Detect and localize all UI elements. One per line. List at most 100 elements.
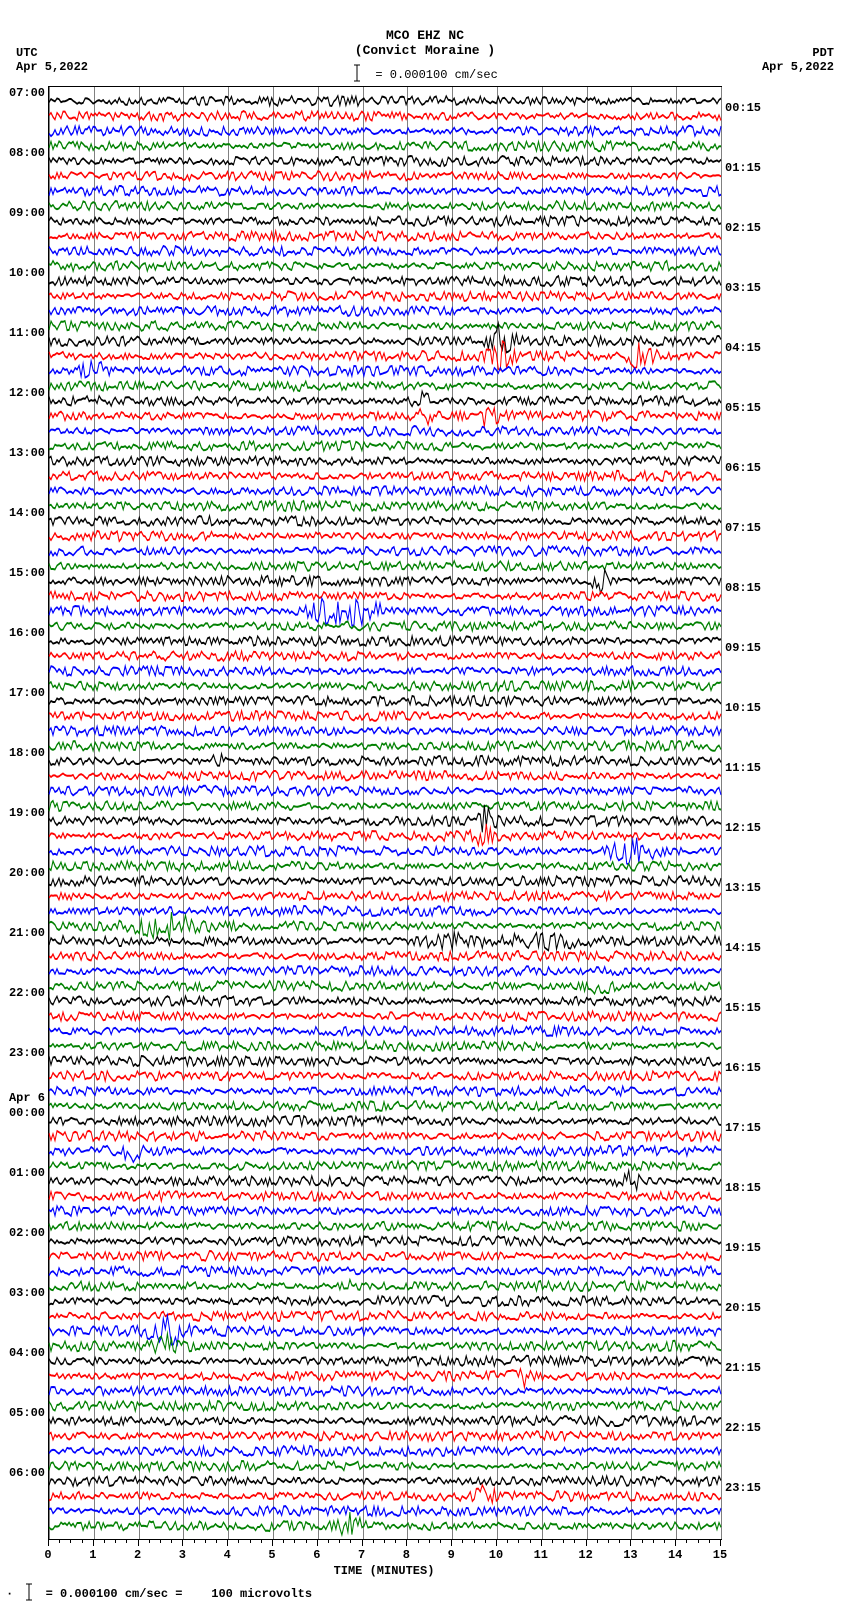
x-tick-label: 4 — [224, 1548, 231, 1562]
tz-right-label: PDT — [762, 46, 834, 60]
trace-row — [49, 1518, 721, 1534]
x-tick-label: 12 — [578, 1548, 592, 1562]
x-tick-minor — [507, 1540, 508, 1543]
utc-hour-label: 18:00 — [1, 746, 45, 760]
x-tick-label: 0 — [44, 1548, 51, 1562]
scale-legend: = 0.000100 cm/sec — [0, 64, 850, 86]
pdt-hour-label: 21:15 — [725, 1361, 785, 1375]
scale-text: = 0.000100 cm/sec — [375, 68, 497, 82]
x-tick-minor — [440, 1540, 441, 1543]
footer-text-1: = 0.000100 cm/sec = — [46, 1587, 183, 1601]
pdt-hour-label: 19:15 — [725, 1241, 785, 1255]
x-tick-minor — [395, 1540, 396, 1543]
x-tick-major — [675, 1540, 676, 1546]
x-tick-minor — [250, 1540, 251, 1543]
x-tick-major — [496, 1540, 497, 1546]
utc-hour-label: 04:00 — [1, 1346, 45, 1360]
utc-hour-label: 19:00 — [1, 806, 45, 820]
utc-hour-label: 22:00 — [1, 986, 45, 1000]
pdt-hour-label: 10:15 — [725, 701, 785, 715]
x-tick-minor — [563, 1540, 564, 1543]
x-tick-minor — [653, 1540, 654, 1543]
x-tick-minor — [115, 1540, 116, 1543]
x-tick-major — [272, 1540, 273, 1546]
pdt-hour-label: 16:15 — [725, 1061, 785, 1075]
x-tick-minor — [283, 1540, 284, 1543]
utc-hour-label: 08:00 — [1, 146, 45, 160]
utc-hour-label: 12:00 — [1, 386, 45, 400]
footer-prefix-mark: ∙ — [6, 1587, 13, 1601]
x-tick-minor — [642, 1540, 643, 1543]
pdt-hour-label: 02:15 — [725, 221, 785, 235]
utc-hour-label: 02:00 — [1, 1226, 45, 1240]
utc-hour-label: 03:00 — [1, 1286, 45, 1300]
x-tick-minor — [126, 1540, 127, 1543]
x-tick-minor — [104, 1540, 105, 1543]
utc-day-rollover: Apr 6 — [1, 1091, 45, 1105]
x-tick-major — [317, 1540, 318, 1546]
x-tick-minor — [418, 1540, 419, 1543]
x-tick-minor — [238, 1540, 239, 1543]
helicorder-plot: 07:0008:0009:0010:0011:0012:0013:0014:00… — [48, 86, 722, 1540]
x-tick-minor — [597, 1540, 598, 1543]
x-tick-label: 14 — [668, 1548, 682, 1562]
x-tick-label: 7 — [358, 1548, 365, 1562]
x-tick-minor — [171, 1540, 172, 1543]
x-tick-major — [541, 1540, 542, 1546]
grid-vertical — [721, 87, 722, 1539]
x-tick-minor — [518, 1540, 519, 1543]
x-tick-minor — [530, 1540, 531, 1543]
trace-waveform — [49, 1510, 721, 1542]
x-tick-minor — [709, 1540, 710, 1543]
utc-hour-label: 07:00 — [1, 86, 45, 100]
x-tick-label: 5 — [268, 1548, 275, 1562]
x-tick-minor — [462, 1540, 463, 1543]
x-tick-major — [362, 1540, 363, 1546]
pdt-hour-label: 06:15 — [725, 461, 785, 475]
utc-hour-label: 06:00 — [1, 1466, 45, 1480]
x-tick-label: 13 — [623, 1548, 637, 1562]
pdt-hour-label: 01:15 — [725, 161, 785, 175]
pdt-hour-label: 11:15 — [725, 761, 785, 775]
x-tick-minor — [160, 1540, 161, 1543]
x-tick-label: 1 — [89, 1548, 96, 1562]
station-code: MCO EHZ NC — [0, 28, 850, 43]
pdt-hour-label: 18:15 — [725, 1181, 785, 1195]
header-block: MCO EHZ NC (Convict Moraine ) — [0, 28, 850, 58]
pdt-hour-label: 08:15 — [725, 581, 785, 595]
x-tick-label: 10 — [489, 1548, 503, 1562]
x-tick-major — [720, 1540, 721, 1546]
x-tick-label: 3 — [179, 1548, 186, 1562]
utc-hour-label: 17:00 — [1, 686, 45, 700]
x-tick-minor — [664, 1540, 665, 1543]
tz-left-date: Apr 5,2022 — [16, 60, 88, 74]
x-tick-minor — [698, 1540, 699, 1543]
utc-hour-label: 11:00 — [1, 326, 45, 340]
pdt-hour-label: 07:15 — [725, 521, 785, 535]
x-tick-minor — [474, 1540, 475, 1543]
utc-hour-label: 01:00 — [1, 1166, 45, 1180]
x-tick-minor — [328, 1540, 329, 1543]
pdt-hour-label: 13:15 — [725, 881, 785, 895]
x-tick-minor — [384, 1540, 385, 1543]
x-tick-minor — [350, 1540, 351, 1543]
pdt-hour-label: 22:15 — [725, 1421, 785, 1435]
x-axis-label: TIME (MINUTES) — [48, 1564, 720, 1578]
utc-hour-label: 16:00 — [1, 626, 45, 640]
x-tick-minor — [261, 1540, 262, 1543]
x-tick-minor — [339, 1540, 340, 1543]
tz-left-block: UTC Apr 5,2022 — [16, 46, 88, 74]
tz-right-date: Apr 5,2022 — [762, 60, 834, 74]
pdt-hour-label: 03:15 — [725, 281, 785, 295]
x-tick-minor — [59, 1540, 60, 1543]
x-tick-minor — [574, 1540, 575, 1543]
x-tick-major — [138, 1540, 139, 1546]
x-tick-minor — [552, 1540, 553, 1543]
x-tick-major — [630, 1540, 631, 1546]
x-tick-label: 8 — [403, 1548, 410, 1562]
pdt-hour-label: 15:15 — [725, 1001, 785, 1015]
utc-hour-label: 13:00 — [1, 446, 45, 460]
x-tick-minor — [619, 1540, 620, 1543]
footer-bar-icon — [24, 1583, 34, 1605]
station-location: (Convict Moraine ) — [0, 43, 850, 58]
